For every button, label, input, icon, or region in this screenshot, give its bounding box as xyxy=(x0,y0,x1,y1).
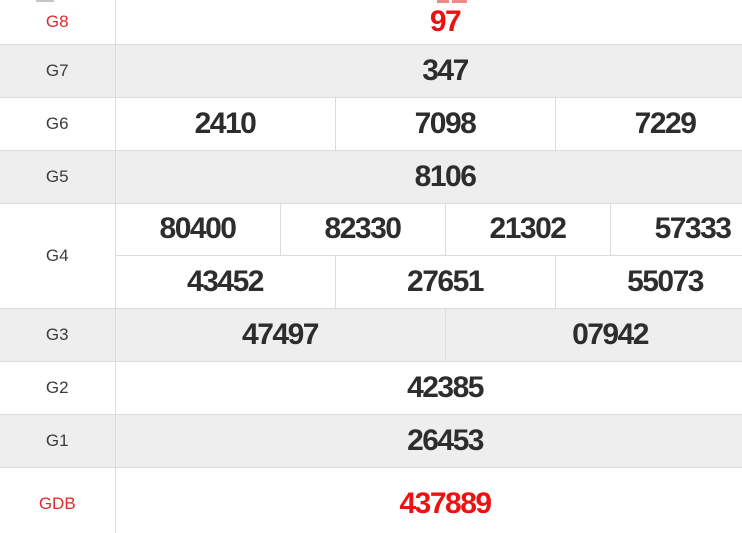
prize-value-G4: 21302 xyxy=(444,202,611,256)
prize-label-G2: G2 xyxy=(0,360,116,415)
prize-row-G8: G8 97 xyxy=(0,0,742,45)
prize-value-G4: 82330 xyxy=(279,202,446,256)
prize-row-G3: G3 47497 07942 xyxy=(0,307,742,362)
prize-value-G6: 7229 xyxy=(554,96,742,151)
prize-value-GDB: 437889 xyxy=(114,466,742,533)
prize-value-G3: 07942 xyxy=(444,307,742,362)
prize-label-G7: G7 xyxy=(0,43,116,98)
prize-row-G6: G6 2410 7098 7229 xyxy=(0,96,742,151)
prize-label-G6: G6 xyxy=(0,96,116,151)
prize-label-G8: G8 xyxy=(0,0,116,45)
prize-value-G2: 42385 xyxy=(114,360,742,415)
cropped-row-fragment-red xyxy=(437,0,449,3)
cropped-row-fragment-red xyxy=(452,0,467,3)
prize-value-G1: 26453 xyxy=(114,413,742,468)
prize-value-G6: 2410 xyxy=(114,96,336,151)
prize-value-G4: 57333 xyxy=(609,202,742,256)
prize-label-G1: G1 xyxy=(0,413,116,468)
prize-value-G4: 43452 xyxy=(114,254,336,309)
prize-row-G4-line2: 43452 27651 55073 xyxy=(0,254,742,309)
prize-label-G5: G5 xyxy=(0,149,116,204)
prize-row-G4-line1: G4 80400 82330 21302 57333 xyxy=(0,202,742,309)
prize-value-G4: 27651 xyxy=(334,254,556,309)
prize-value-G8: 97 xyxy=(114,0,742,45)
prize-row-G1: G1 26453 xyxy=(0,413,742,468)
cropped-row-fragment-label xyxy=(36,0,54,2)
prize-row-G2: G2 42385 xyxy=(0,360,742,415)
prize-label-GDB: GDB xyxy=(0,466,116,533)
prize-value-G5: 8106 xyxy=(114,149,742,204)
prize-label-G3: G3 xyxy=(0,307,116,362)
prize-row-G7: G7 347 xyxy=(0,43,742,98)
prize-value-G7: 347 xyxy=(114,43,742,98)
prize-row-G5: G5 8106 xyxy=(0,149,742,204)
prize-value-G4: 55073 xyxy=(554,254,742,309)
prize-value-G6: 7098 xyxy=(334,96,556,151)
prize-row-GDB: GDB 437889 xyxy=(0,466,742,533)
prize-label-G4: G4 xyxy=(0,202,116,309)
prize-value-G3: 47497 xyxy=(114,307,446,362)
prize-value-G4: 80400 xyxy=(114,202,281,256)
